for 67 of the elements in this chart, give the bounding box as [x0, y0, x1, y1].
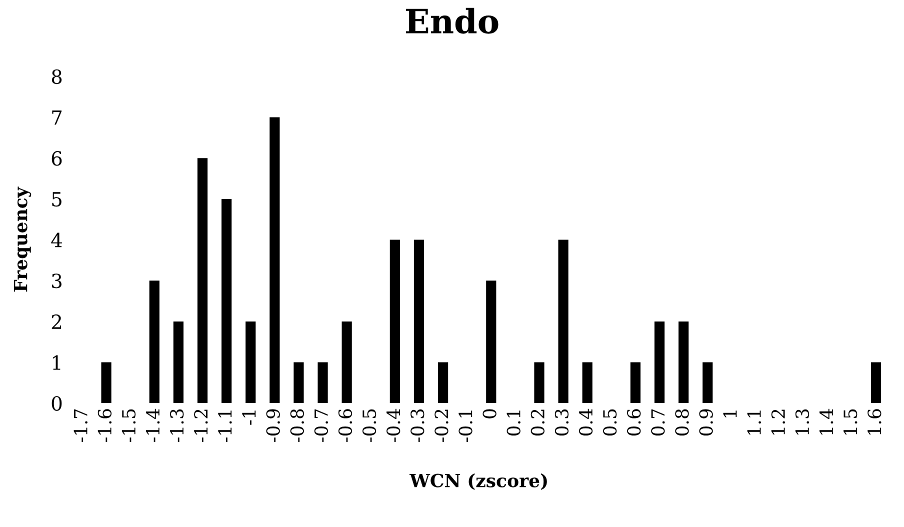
x-axis-title: WCN (zscore)	[409, 473, 547, 490]
x-tick-label: -0.1	[458, 410, 472, 442]
bar	[101, 362, 112, 404]
bar	[654, 321, 665, 404]
bar	[318, 362, 328, 404]
bar	[630, 362, 641, 404]
x-tick-label: -0.2	[434, 410, 448, 442]
x-tick-label: 0.3	[554, 409, 569, 436]
x-tick-label: 0.1	[506, 410, 520, 436]
x-tick-label: -1.5	[122, 409, 136, 442]
x-tick-label: -1.1	[218, 410, 232, 442]
x-tick-label: -1.6	[98, 409, 112, 442]
x-tick-label: -0.5	[362, 409, 376, 442]
bar	[173, 321, 184, 404]
bar	[414, 240, 424, 404]
x-tick-label: -0.7	[314, 409, 328, 442]
x-tick-label: 1.2	[771, 410, 786, 435]
x-tick-label: -1.4	[146, 408, 160, 442]
x-tick-label: 0.2	[530, 410, 544, 436]
x-tick-label: -1.2	[194, 410, 208, 442]
x-tick-label: 0.7	[651, 409, 665, 436]
x-tick-label: 1.5	[844, 409, 858, 435]
x-tick-label: -0.6	[338, 409, 352, 442]
x-tick-label: 0.4	[578, 408, 593, 436]
x-tick-label: 1.3	[795, 409, 810, 435]
bar	[270, 117, 280, 404]
x-tick-label: 0.5	[602, 409, 617, 436]
bar	[870, 362, 882, 404]
x-tick-label: 0.9	[699, 409, 713, 436]
bar	[534, 362, 544, 404]
x-tick-label: 1.4	[819, 408, 834, 435]
y-tick-label: 7	[52, 110, 62, 125]
y-tick-label: 4	[51, 232, 62, 248]
bar	[342, 321, 352, 404]
bar	[678, 321, 689, 404]
x-tick-label: -0.9	[266, 409, 280, 442]
x-tick-label: 1.6	[868, 409, 882, 435]
bar	[149, 280, 160, 404]
bar	[197, 158, 208, 404]
bar	[702, 362, 713, 404]
bar	[558, 240, 568, 404]
chart-title: Endo	[406, 8, 498, 34]
x-tick-label: 0.8	[675, 409, 689, 436]
bar	[486, 280, 496, 404]
x-tick-label: -1	[242, 410, 256, 425]
bar	[438, 362, 448, 404]
y-tick-label: 1	[52, 355, 60, 370]
bar	[246, 321, 256, 404]
y-tick-label: 3	[52, 274, 62, 288]
y-axis-title: Frequency	[14, 186, 32, 292]
y-tick-label: 5	[52, 192, 62, 207]
bar	[390, 240, 400, 404]
x-tick-label: 1.1	[747, 410, 761, 435]
x-tick-label: -0.4	[386, 408, 400, 442]
x-tick-label: -0.3	[410, 409, 424, 442]
y-tick-label: 8	[52, 69, 62, 84]
x-tick-label: -1.3	[170, 409, 184, 442]
x-tick-label: -0.8	[290, 409, 304, 442]
bar	[222, 198, 232, 404]
y-tick-label: 6	[52, 151, 62, 166]
x-tick-label: 1	[723, 410, 737, 418]
y-tick-label: 2	[52, 314, 62, 329]
x-tick-label: 0.6	[627, 409, 641, 436]
bar	[582, 362, 592, 404]
bar	[294, 362, 304, 404]
x-tick-label: -1.7	[74, 409, 88, 442]
x-tick-label: 0	[482, 409, 496, 418]
